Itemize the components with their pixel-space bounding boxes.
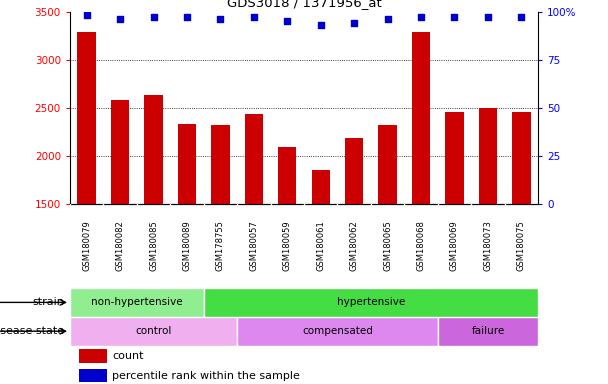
Bar: [79, 349, 108, 363]
Point: [416, 14, 426, 20]
Bar: [512, 112, 531, 204]
Bar: [70, 317, 237, 346]
Text: GSM180079: GSM180079: [82, 220, 91, 271]
Text: GSM180057: GSM180057: [249, 220, 258, 271]
Point: [148, 14, 158, 20]
Bar: [111, 100, 130, 204]
Point: [249, 14, 259, 20]
Bar: [204, 288, 538, 317]
Point: [282, 18, 292, 24]
Text: count: count: [112, 351, 143, 361]
Bar: [278, 147, 297, 204]
Bar: [144, 95, 163, 204]
Text: GSM180062: GSM180062: [350, 220, 359, 271]
Bar: [211, 125, 230, 204]
Point: [449, 14, 460, 20]
Bar: [345, 138, 364, 204]
Point: [316, 22, 326, 28]
Point: [215, 16, 225, 22]
Bar: [311, 170, 330, 204]
Text: GSM180061: GSM180061: [316, 220, 325, 271]
Text: percentile rank within the sample: percentile rank within the sample: [112, 371, 300, 381]
Point: [517, 14, 527, 20]
Text: GSM180075: GSM180075: [517, 220, 526, 271]
Bar: [445, 112, 464, 204]
Text: GSM180082: GSM180082: [116, 220, 125, 271]
Text: failure: failure: [471, 326, 505, 336]
Bar: [438, 317, 538, 346]
Text: GSM180068: GSM180068: [416, 220, 426, 271]
Bar: [70, 288, 204, 317]
Bar: [77, 31, 96, 204]
Text: GSM180089: GSM180089: [182, 220, 192, 271]
Text: GSM180059: GSM180059: [283, 220, 292, 271]
Bar: [79, 369, 108, 382]
Text: hypertensive: hypertensive: [337, 297, 405, 308]
Text: GSM180073: GSM180073: [483, 220, 492, 271]
Bar: [378, 125, 397, 204]
Bar: [478, 108, 497, 204]
Text: GSM178755: GSM178755: [216, 220, 225, 271]
Text: GSM180085: GSM180085: [149, 220, 158, 271]
Bar: [244, 114, 263, 204]
Bar: [178, 124, 196, 204]
Point: [349, 20, 359, 26]
Text: control: control: [136, 326, 171, 336]
Point: [182, 14, 192, 20]
Point: [483, 14, 493, 20]
Bar: [237, 317, 438, 346]
Bar: [412, 31, 430, 204]
Text: GSM180065: GSM180065: [383, 220, 392, 271]
Point: [383, 16, 393, 22]
Text: compensated: compensated: [302, 326, 373, 336]
Text: disease state: disease state: [0, 326, 64, 336]
Point: [81, 12, 91, 18]
Text: GSM180069: GSM180069: [450, 220, 459, 271]
Point: [115, 16, 125, 22]
Text: strain: strain: [32, 297, 64, 308]
Text: non-hypertensive: non-hypertensive: [91, 297, 182, 308]
Title: GDS3018 / 1371956_at: GDS3018 / 1371956_at: [227, 0, 381, 9]
